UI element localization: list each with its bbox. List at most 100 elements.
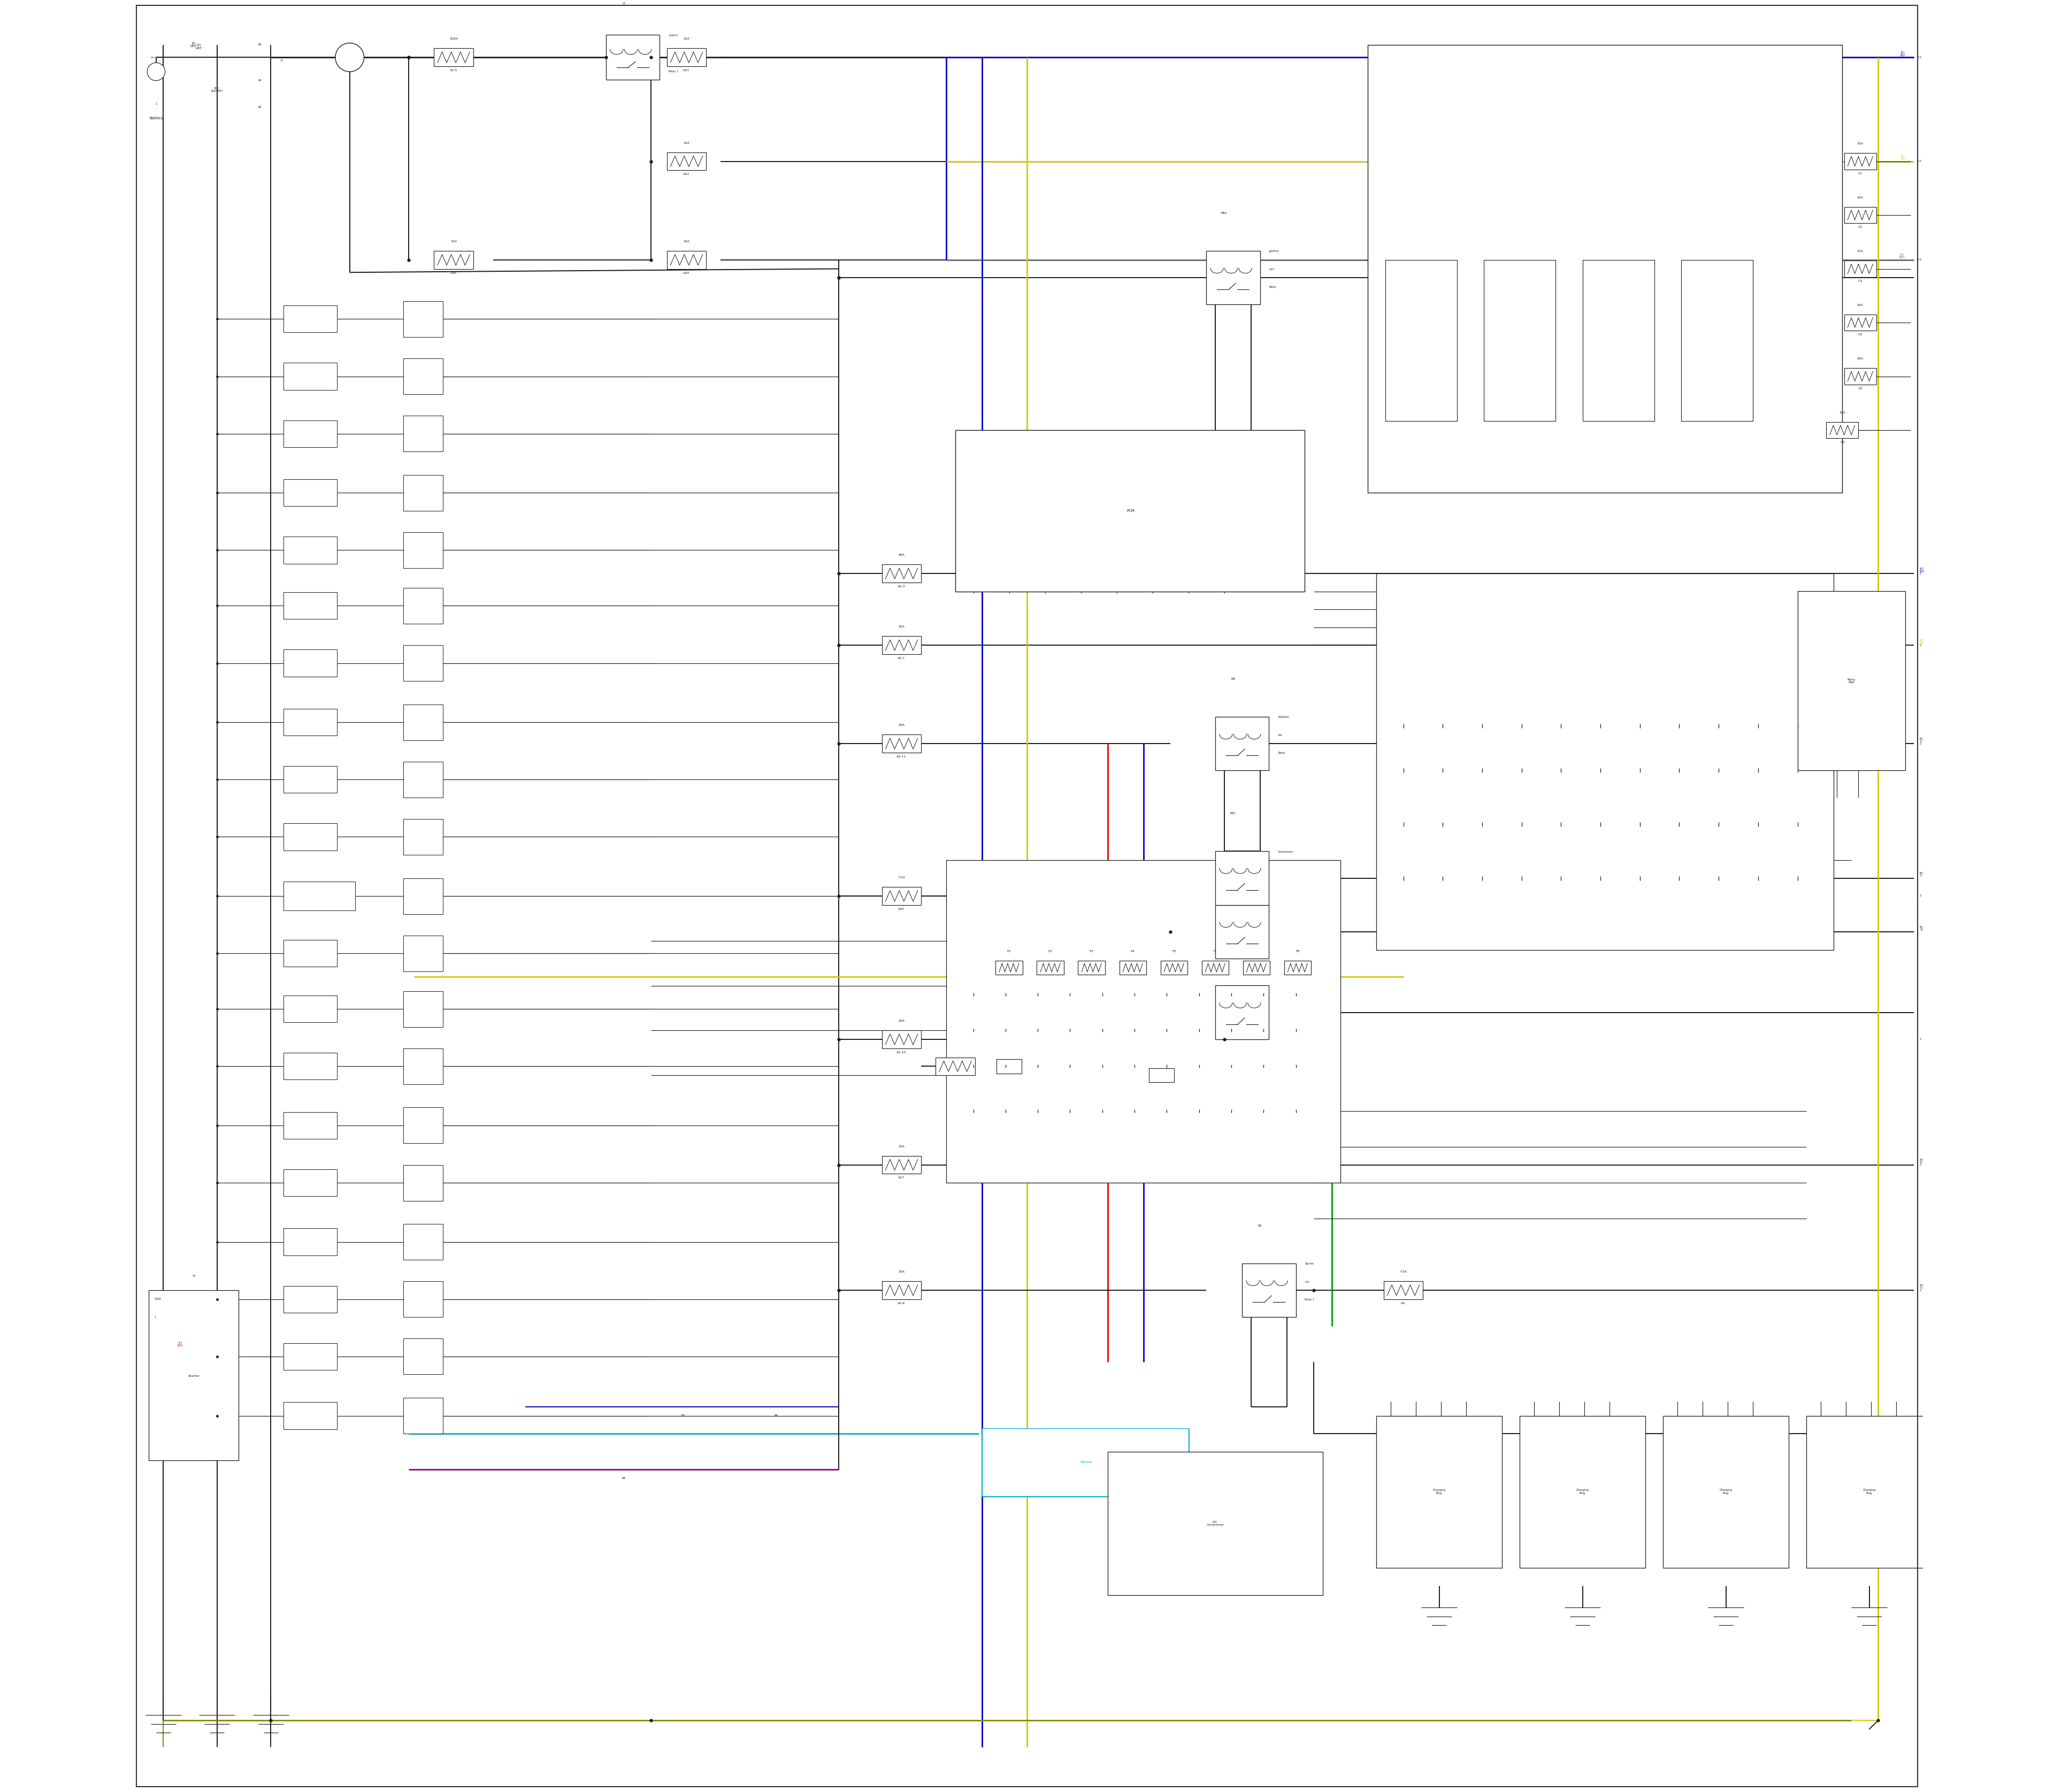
Text: (+): (+) [150, 56, 156, 59]
Text: M2: M2 [1257, 1224, 1261, 1228]
Bar [996, 961, 1023, 975]
Bar [1216, 905, 1269, 959]
Bar [403, 358, 444, 394]
Text: Relay: Relay [1278, 753, 1286, 754]
Text: B8: B8 [308, 491, 312, 495]
Text: 15A: 15A [1857, 143, 1863, 145]
Bar [283, 650, 337, 676]
Text: Relay: Relay [1278, 941, 1286, 943]
Text: 10A: 10A [684, 240, 690, 242]
Text: Charging
Plug: Charging Plug [1575, 1489, 1590, 1495]
Text: 50A: 50A [898, 625, 904, 627]
Bar [668, 48, 707, 66]
Text: R4: R4 [1715, 339, 1719, 342]
Text: 7.5A: 7.5A [1399, 1271, 1407, 1272]
Bar [150, 1290, 238, 1460]
Bar [283, 1401, 337, 1430]
Bar [947, 860, 1341, 1183]
Text: SW: SW [421, 894, 425, 898]
Text: B15: B15 [308, 894, 312, 898]
Text: Control: Control [1278, 923, 1288, 925]
Text: SW: SW [421, 1355, 425, 1358]
Text: A22: A22 [684, 174, 690, 176]
Bar [1844, 208, 1877, 224]
Bar [403, 991, 444, 1027]
Text: A1-5: A1-5 [450, 70, 458, 72]
Text: SW: SW [421, 375, 425, 378]
Bar [283, 1228, 337, 1254]
Text: F5: F5 [1173, 950, 1177, 952]
Text: Charging
Plug: Charging Plug [1863, 1489, 1875, 1495]
Text: [E]
RED: [E] RED [177, 1340, 183, 1348]
Text: B16: B16 [308, 952, 312, 955]
Bar [283, 767, 337, 792]
Text: SW: SW [421, 778, 425, 781]
Text: [E]
E: [E] E [1918, 1283, 1923, 1290]
Text: 15A: 15A [898, 1145, 904, 1147]
Bar [1119, 961, 1146, 975]
Text: A5: A5 [1401, 1303, 1405, 1305]
Bar [1148, 1068, 1175, 1082]
Text: A/C
Compressor: A/C Compressor [1206, 1520, 1224, 1527]
Bar [283, 538, 337, 563]
Bar [283, 421, 337, 448]
Text: 7.5A: 7.5A [898, 876, 906, 878]
Text: Compressor: Compressor [1278, 851, 1294, 853]
Text: T4: T4 [193, 1274, 195, 1278]
Text: [E]
WHT: [E] WHT [191, 41, 197, 48]
Bar [1376, 573, 1834, 950]
Bar [403, 1281, 444, 1317]
Bar [403, 1224, 444, 1260]
Text: 20A: 20A [898, 1020, 906, 1021]
Text: C1: C1 [1859, 172, 1863, 176]
Text: C5: C5 [1859, 387, 1863, 391]
Bar [1384, 1281, 1423, 1299]
Text: C4: C4 [1859, 333, 1863, 337]
Text: B14: B14 [308, 835, 312, 839]
Text: A16: A16 [450, 272, 456, 274]
Text: Fan: Fan [1278, 1004, 1282, 1005]
Bar [1844, 369, 1877, 385]
Bar [283, 939, 337, 966]
Bar [403, 878, 444, 914]
Bar [1243, 1263, 1296, 1317]
Text: Clutch: Clutch [1278, 869, 1286, 871]
Text: [E]
A: [E] A [1918, 737, 1923, 744]
Text: 15A: 15A [684, 38, 690, 39]
Text: SW: SW [421, 1064, 425, 1068]
Text: A17: A17 [898, 1177, 906, 1179]
Text: PCM: PCM [1128, 509, 1136, 513]
Bar [283, 591, 337, 620]
Text: A25: A25 [898, 909, 906, 910]
Text: Starter: Starter [187, 1374, 199, 1378]
Text: 20A: 20A [898, 724, 906, 726]
Bar [283, 478, 337, 505]
Text: [E]
B: [E] B [1918, 925, 1923, 932]
Text: B11: B11 [308, 661, 312, 665]
Text: B5: B5 [682, 1414, 684, 1417]
Text: Charging
Plug: Charging Plug [1434, 1489, 1446, 1495]
Text: 7.5A: 7.5A [951, 1047, 959, 1048]
Bar [403, 1107, 444, 1143]
Bar [1368, 45, 1842, 493]
Text: 15A: 15A [450, 240, 456, 242]
Text: F4: F4 [1130, 950, 1134, 952]
Bar [283, 1111, 337, 1140]
Bar [982, 1428, 1189, 1496]
Bar [881, 1281, 922, 1299]
Bar [1284, 961, 1310, 975]
Bar [283, 882, 355, 910]
Bar [283, 362, 337, 391]
Text: SW: SW [421, 1124, 425, 1127]
Text: Diode A: Diode A [1054, 1064, 1064, 1068]
Bar [1844, 260, 1877, 276]
Bar [996, 1059, 1021, 1073]
Bar [1664, 1416, 1789, 1568]
Text: SW: SW [421, 835, 425, 839]
Text: C400: C400 [154, 1297, 160, 1301]
Bar [283, 1168, 337, 1197]
Bar [1161, 961, 1187, 975]
Text: A29: A29 [684, 272, 690, 274]
Text: 10A: 10A [1857, 303, 1863, 306]
Bar [403, 1048, 444, 1084]
